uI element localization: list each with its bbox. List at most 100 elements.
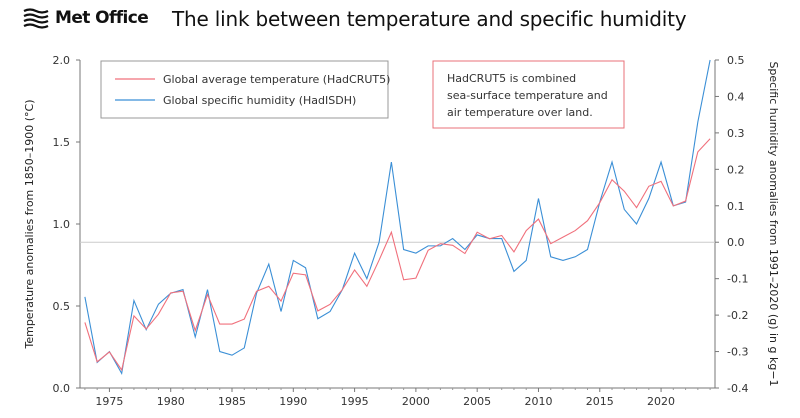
- temperature-point: [611, 178, 614, 181]
- left-tick-label: 1.5: [53, 136, 71, 149]
- humidity-point: [463, 248, 466, 251]
- legend-box: [100, 60, 389, 119]
- temperature-point: [378, 259, 381, 262]
- x-tick-label: 1975: [95, 395, 123, 408]
- humidity-point: [132, 299, 135, 302]
- logo-text: Met Office: [55, 8, 149, 28]
- humidity-point: [635, 223, 638, 226]
- temperature-point: [353, 268, 356, 271]
- right-axis-ticks: -0.4 -0.3 -0.2 -0.1 0.0 0.1 0.2 0.3 0.4 0.5: [715, 54, 748, 395]
- humidity-point: [83, 295, 86, 298]
- temperature-point: [549, 242, 552, 245]
- humidity-point: [267, 263, 270, 266]
- temperature-point: [463, 252, 466, 255]
- humidity-point: [280, 310, 283, 313]
- x-tick-label: 1980: [157, 395, 185, 408]
- humidity-point: [378, 241, 381, 244]
- x-tick-label: 1985: [218, 395, 246, 408]
- humidity-point: [304, 266, 307, 269]
- temperature-point: [476, 231, 479, 234]
- humidity-point: [647, 197, 650, 200]
- x-tick-label: 2005: [463, 395, 491, 408]
- temperature-point: [243, 318, 246, 321]
- right-tick-label: -0.2: [727, 309, 748, 322]
- legend-label-temperature: Global average temperature (HadCRUT5): [163, 73, 390, 86]
- humidity-point: [341, 288, 344, 291]
- humidity-point: [157, 303, 160, 306]
- temperature-point: [561, 236, 564, 239]
- humidity-point: [120, 372, 123, 375]
- met-office-logo[interactable]: Met Office: [22, 7, 149, 29]
- x-tick-label: 1990: [279, 395, 307, 408]
- temperature-point: [304, 273, 307, 276]
- temperature-point: [623, 190, 626, 193]
- left-axis-ticks: 0.0 0.5 1.0 1.5 2.0: [53, 54, 80, 395]
- note-box: HadCRUT5 is combined sea-surface tempera…: [432, 60, 625, 129]
- temperature-point: [329, 303, 332, 306]
- temperature-point: [635, 206, 638, 209]
- met-office-logo-icon: [23, 8, 49, 29]
- right-tick-label: 0.1: [727, 200, 745, 213]
- humidity-point: [537, 197, 540, 200]
- humidity-point: [255, 292, 258, 295]
- temperature-point: [83, 321, 86, 324]
- x-tick-label: 2020: [647, 395, 675, 408]
- right-tick-label: -0.1: [727, 273, 748, 286]
- humidity-point: [145, 328, 148, 331]
- temperature-point: [660, 180, 663, 183]
- page-title: The link between temperature and specifi…: [172, 7, 687, 31]
- temperature-point: [525, 229, 528, 232]
- humidity-point: [427, 244, 430, 247]
- humidity-point: [709, 59, 712, 62]
- humidity-point: [316, 317, 319, 320]
- temperature-point: [586, 219, 589, 222]
- temperature-point: [365, 285, 368, 288]
- left-tick-label: 2.0: [53, 54, 71, 67]
- humidity-point: [623, 208, 626, 211]
- left-tick-label: 1.0: [53, 218, 71, 231]
- humidity-point: [598, 201, 601, 204]
- right-tick-label: -0.4: [727, 382, 748, 395]
- temperature-point: [194, 329, 197, 332]
- humidity-point: [194, 335, 197, 338]
- left-tick-label: 0.0: [53, 382, 71, 395]
- right-tick-label: -0.3: [727, 346, 748, 359]
- humidity-point: [525, 259, 528, 262]
- humidity-point: [696, 120, 699, 123]
- temperature-point: [280, 300, 283, 303]
- temperature-point: [696, 150, 699, 153]
- right-axis-label: Specific humidity anomalies from 1991–20…: [767, 61, 780, 386]
- temperature-point: [120, 368, 123, 371]
- humidity-point: [96, 361, 99, 364]
- humidity-point: [451, 237, 454, 240]
- temperature-point: [427, 249, 430, 252]
- humidity-point: [206, 288, 209, 291]
- left-axis-label: Temperature anomalies from 1850–1900 (°C…: [23, 99, 36, 349]
- humidity-point: [169, 292, 172, 295]
- temperature-point: [390, 231, 393, 234]
- humidity-point: [108, 350, 111, 353]
- right-tick-label: 0.4: [727, 90, 745, 103]
- series-line-temperature: [84, 138, 711, 372]
- humidity-point: [353, 252, 356, 255]
- humidity-point: [561, 259, 564, 262]
- legend-label-humidity: Global specific humidity (HadISDH): [163, 94, 356, 107]
- humidity-point: [402, 248, 405, 251]
- header: Met Office The link between temperature …: [0, 0, 800, 42]
- x-tick-label: 2000: [402, 395, 430, 408]
- right-tick-label: 0.0: [727, 236, 745, 249]
- temperature-point: [231, 323, 234, 326]
- note-line-1: HadCRUT5 is combined: [447, 72, 576, 85]
- humidity-point: [574, 255, 577, 258]
- temperature-point: [267, 285, 270, 288]
- x-tick-label: 1995: [341, 395, 369, 408]
- legend: Global average temperature (HadCRUT5) Gl…: [100, 60, 390, 119]
- temperature-point: [132, 314, 135, 317]
- humidity-point: [292, 259, 295, 262]
- humidity-point: [512, 270, 515, 273]
- temperature-point: [157, 313, 160, 316]
- humidity-point: [439, 244, 442, 247]
- right-tick-label: 0.3: [727, 127, 745, 140]
- temperature-point: [574, 229, 577, 232]
